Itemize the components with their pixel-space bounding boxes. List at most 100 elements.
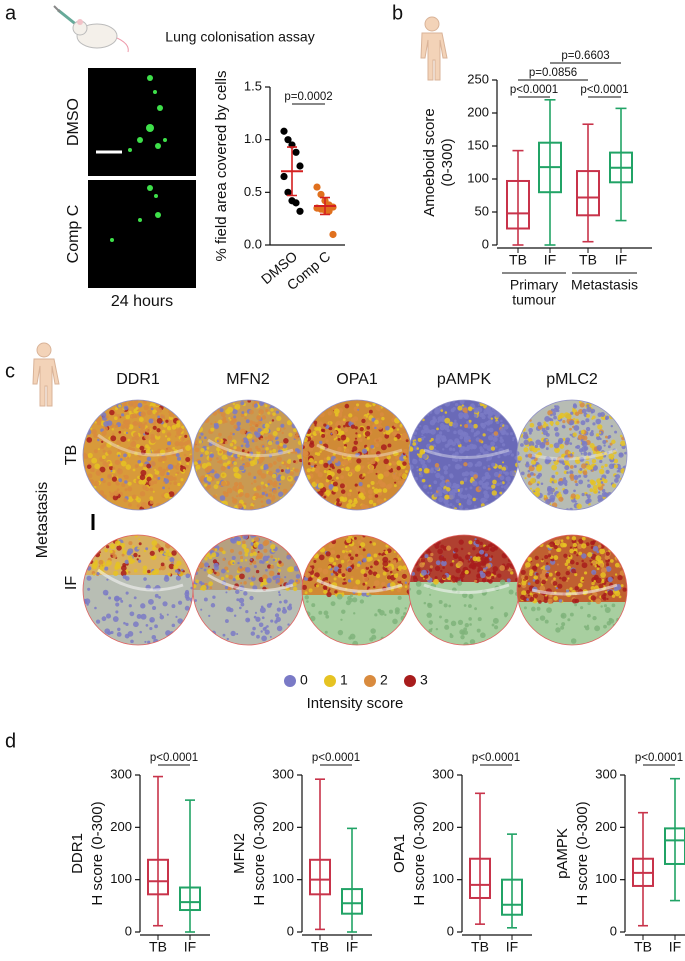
tissue-speck bbox=[119, 458, 123, 461]
y-axis-label: (0-300) bbox=[439, 138, 456, 186]
x-tick-label: TB bbox=[149, 939, 167, 955]
tissue-speck bbox=[368, 499, 374, 505]
tissue-speck bbox=[604, 554, 610, 561]
tissue-speck bbox=[476, 461, 483, 467]
legend-label: 2 bbox=[380, 672, 388, 688]
tissue-speck bbox=[395, 476, 400, 481]
tissue-speck bbox=[540, 567, 543, 570]
tissue-speck bbox=[129, 401, 132, 405]
tissue-speck bbox=[530, 477, 536, 484]
tissue-speck bbox=[545, 572, 550, 577]
tissue-speck bbox=[306, 566, 313, 572]
tissue-speck bbox=[473, 432, 478, 437]
tissue-speck bbox=[378, 552, 382, 556]
tissue-speck bbox=[140, 469, 147, 476]
tissue-speck bbox=[535, 617, 539, 622]
tissue-speck bbox=[176, 456, 182, 461]
tissue-speck bbox=[272, 558, 276, 562]
tissue-speck bbox=[357, 453, 360, 456]
tissue-speck bbox=[541, 569, 548, 575]
tissue-speck bbox=[580, 576, 585, 580]
vessel bbox=[97, 433, 184, 457]
tissue-speck bbox=[481, 577, 487, 583]
tissue-speck bbox=[614, 478, 619, 483]
tissue-speck bbox=[239, 565, 243, 569]
tissue-speck bbox=[473, 413, 478, 418]
tissue-speck bbox=[599, 468, 605, 475]
tissue-speck bbox=[388, 609, 394, 614]
tissue-speck bbox=[255, 569, 260, 574]
tissue-speck bbox=[249, 581, 254, 586]
tissue-speck bbox=[587, 484, 591, 488]
tissue-speck bbox=[357, 408, 360, 411]
tissue-speck bbox=[341, 467, 344, 471]
cell-spots bbox=[110, 75, 167, 242]
tissue-speck bbox=[134, 464, 139, 468]
tissue-speck bbox=[252, 502, 255, 505]
tissue-speck bbox=[366, 422, 371, 426]
tissue-speck bbox=[285, 462, 291, 468]
tissue-speck bbox=[378, 454, 385, 461]
tissue-speck bbox=[607, 559, 611, 562]
tissue-speck bbox=[127, 571, 131, 574]
tissue-speck bbox=[252, 560, 257, 565]
tissue-speck bbox=[184, 605, 190, 611]
vessel bbox=[423, 448, 510, 459]
tissue-speck bbox=[265, 498, 272, 505]
tissue-speck bbox=[564, 562, 569, 567]
tissue-speck bbox=[141, 480, 147, 485]
tissue-speck bbox=[581, 492, 585, 497]
tissue-speck bbox=[317, 482, 324, 489]
tissue-speck bbox=[429, 565, 433, 569]
tissue-speck bbox=[452, 407, 457, 411]
tissue-speck bbox=[585, 418, 590, 423]
tissue-speck bbox=[293, 434, 299, 440]
tissue-speck bbox=[594, 625, 601, 632]
tissue-speck bbox=[341, 550, 346, 554]
tissue-speck bbox=[143, 404, 149, 411]
tissue-speck bbox=[266, 603, 272, 608]
tissue-speck bbox=[499, 565, 506, 571]
tissue-speck bbox=[465, 437, 469, 440]
tissue-speck bbox=[510, 571, 514, 575]
tissue-speck bbox=[484, 556, 489, 561]
tissue-speck bbox=[569, 507, 573, 510]
tissue-speck bbox=[304, 572, 311, 578]
tissue-speck bbox=[500, 485, 504, 489]
tissue-speck bbox=[360, 503, 366, 509]
tissue-speck bbox=[244, 413, 248, 417]
tissue-speck bbox=[552, 458, 557, 462]
tissue-speck bbox=[368, 409, 373, 414]
tissue-speck bbox=[125, 414, 130, 420]
tissue-speck bbox=[368, 569, 372, 572]
tissue-speck bbox=[267, 462, 273, 468]
y-axis-label: OPA1 bbox=[391, 834, 408, 873]
tissue-speck bbox=[454, 419, 457, 423]
tissue-speck bbox=[565, 570, 570, 576]
tissue-speck bbox=[239, 465, 245, 471]
tissue-speck bbox=[126, 550, 132, 556]
tissue-speck bbox=[287, 451, 291, 455]
tissue-speck bbox=[365, 423, 368, 426]
tissue-speck bbox=[175, 615, 178, 618]
tissue-speck bbox=[151, 449, 154, 452]
tissue-speck bbox=[278, 560, 282, 564]
tissue-speck bbox=[330, 549, 336, 555]
tissue-speck bbox=[580, 429, 585, 434]
tissue-speck bbox=[175, 423, 181, 428]
tissue-speck bbox=[567, 454, 571, 458]
tissue-speck bbox=[603, 444, 606, 447]
tissue-speck bbox=[319, 440, 323, 444]
tissue-image bbox=[193, 400, 303, 510]
tissue-speck bbox=[572, 542, 578, 548]
tissue-speck bbox=[319, 450, 322, 453]
tissue-speck bbox=[563, 470, 568, 475]
tissue-speck bbox=[250, 558, 253, 561]
x-tick-label: TB bbox=[509, 252, 527, 268]
tissue-speck bbox=[283, 427, 286, 430]
tissue-speck bbox=[596, 567, 600, 571]
tissue-speck bbox=[377, 488, 382, 493]
tissue-speck bbox=[293, 468, 297, 471]
tissue-speck bbox=[87, 587, 91, 591]
tissue-speck bbox=[152, 425, 157, 430]
